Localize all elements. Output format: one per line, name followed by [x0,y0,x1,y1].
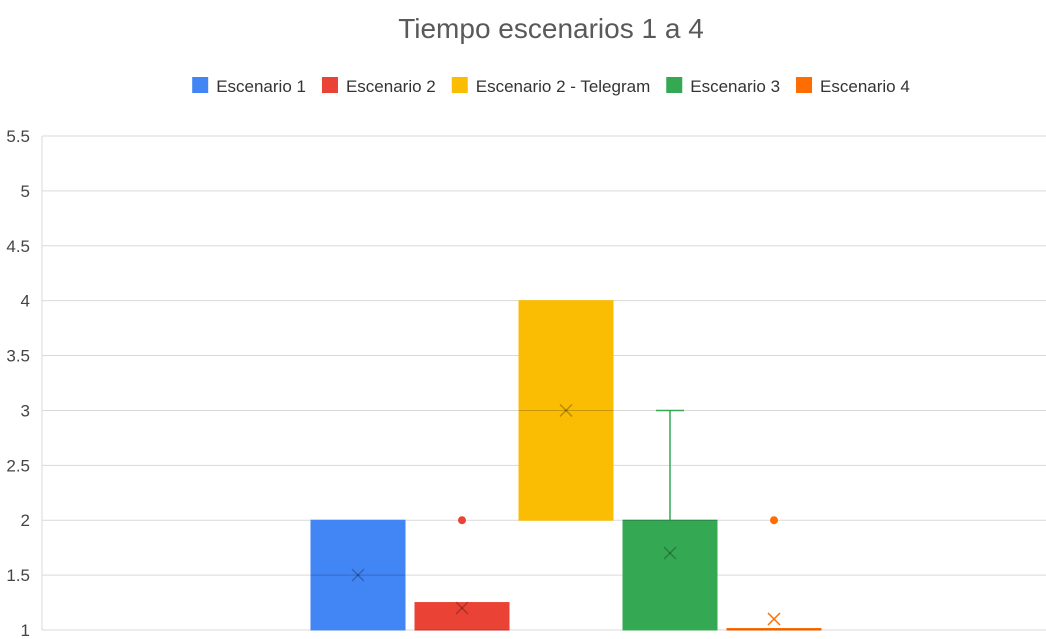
legend-swatch [666,77,683,93]
y-tick-label: 5.5 [6,127,30,146]
mean-marker [559,403,573,417]
box-series[interactable] [414,516,510,631]
box-series[interactable] [518,300,614,521]
box-series[interactable] [310,519,406,631]
plot-area [310,300,822,631]
y-tick-label: 3 [21,401,30,420]
mean-marker [663,546,677,560]
y-tick-label: 1 [21,621,30,639]
box [518,300,614,521]
legend-swatch [451,77,468,93]
y-tick-label: 2 [21,511,30,530]
box [310,519,406,631]
box [622,519,718,631]
mean-marker [767,612,781,626]
y-tick-label: 2.5 [6,456,30,475]
legend: Escenario 1 Escenario 2 Escenario 2 - Tele… [192,77,910,96]
mean-marker [351,568,365,582]
legend-swatch [796,77,813,93]
box-series[interactable] [726,516,822,631]
legend-label: Escenario 2 - Telegram [476,77,651,96]
box [726,628,822,631]
legend-label: Escenario 4 [820,77,910,96]
outlier-point [458,516,466,525]
legend-swatch [321,77,338,93]
y-tick-label: 3.5 [6,347,30,366]
legend-item[interactable]: Escenario 2 [321,77,436,96]
y-tick-label: 4.5 [6,237,30,256]
y-tick-label: 4 [21,292,30,311]
box [414,602,510,631]
legend-item[interactable]: Escenario 3 [666,77,780,96]
legend-item[interactable]: Escenario 1 [192,77,306,96]
legend-item[interactable]: Escenario 2 - Telegram [451,77,651,96]
y-tick-label: 1.5 [6,566,30,585]
box-series[interactable] [622,409,718,631]
legend-item[interactable]: Escenario 4 [796,77,910,96]
mean-marker [455,601,469,615]
legend-label: Escenario 3 [690,77,780,96]
legend-swatch [192,77,209,93]
outlier-point [770,516,778,525]
legend-label: Escenario 1 [216,77,306,96]
y-axis: 1 1.5 2 2.5 3 3.5 4 4.5 5 5.5 [6,127,30,639]
chart-title: Tiempo escenarios 1 a 4 [398,13,704,44]
y-tick-label: 5 [21,182,30,201]
legend-label: Escenario 2 [346,77,436,96]
